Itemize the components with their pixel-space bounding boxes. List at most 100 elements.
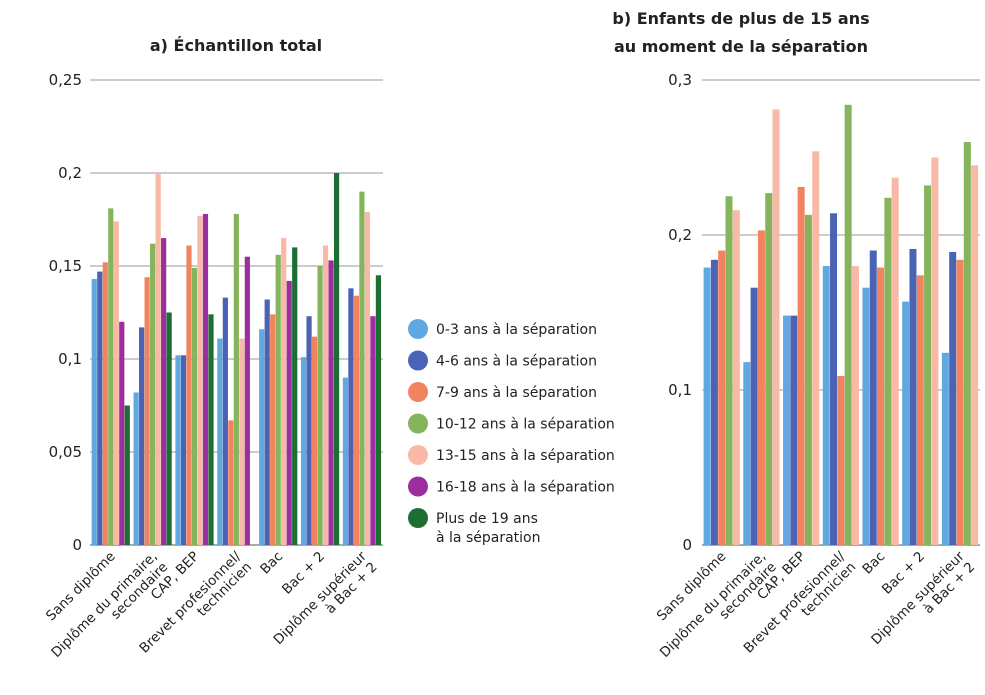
bar (264, 299, 270, 545)
bar (353, 295, 360, 545)
bar (180, 355, 187, 545)
bar (743, 362, 751, 545)
legend-swatch (408, 413, 428, 434)
bar (375, 275, 382, 545)
x-tick-label-line: Bac (257, 549, 286, 578)
bar (909, 248, 917, 545)
bar (97, 271, 103, 545)
bar (322, 245, 329, 546)
legend-label: Plus de 19 ans à la séparation (436, 511, 540, 546)
legend-label-line: 10-12 ans à la séparation (436, 417, 615, 433)
bar (949, 252, 957, 546)
chart-panel-b: b) Enfants de plus de 15 ans au moment de… (612, 9, 980, 661)
bar (202, 213, 209, 546)
bar (155, 173, 161, 545)
bar (239, 338, 245, 545)
bar (790, 315, 798, 545)
bar (804, 214, 812, 545)
bar (725, 196, 733, 545)
legend-label-line: Plus de 19 ans (436, 511, 538, 527)
legend-swatch (408, 476, 428, 497)
bar (333, 173, 340, 545)
bar (113, 221, 119, 546)
bar (963, 142, 971, 545)
bar (233, 213, 239, 546)
bar (124, 405, 130, 545)
bar (217, 338, 223, 545)
y-tick-label: 0,1 (668, 381, 692, 399)
x-tick-label: Diplôme supérieurà Bac + 2 (270, 548, 380, 658)
chart-title-line: a) Échantillon total (150, 36, 322, 55)
y-tick-label: 0 (682, 536, 692, 554)
bar (941, 352, 949, 545)
legend-label: 4-6 ans à la séparation (436, 354, 597, 370)
bar (119, 321, 125, 545)
legend-item: 13-15 ans à la séparation (408, 445, 615, 465)
legend-swatch (408, 350, 428, 371)
legend-label-line: 16-18 ans à la séparation (436, 480, 615, 496)
bar (869, 250, 877, 545)
bar (228, 420, 234, 545)
bar (197, 215, 203, 545)
legend-item: 4-6 ans à la séparation (408, 350, 597, 371)
bar (328, 260, 334, 545)
bar (191, 267, 198, 545)
x-tick-label: Bac (257, 549, 286, 578)
bar (916, 275, 924, 545)
bar (750, 287, 758, 545)
legend-item: 10-12 ans à la séparation (408, 413, 615, 434)
legend-item: Plus de 19 ans à la séparation (408, 508, 540, 546)
y-tick-label: 0 (72, 536, 82, 554)
bar (342, 377, 349, 545)
legend: 0-3 ans à la séparation 4-6 ans à la sépa… (408, 319, 615, 546)
bar (931, 157, 939, 545)
bar (862, 287, 870, 545)
bar (884, 197, 892, 546)
bar (348, 288, 354, 545)
y-tick-label: 0,05 (49, 443, 82, 461)
legend-item: 16-18 ans à la séparation (408, 476, 615, 497)
bar (891, 177, 899, 545)
bar (244, 256, 250, 545)
bar (844, 104, 852, 546)
legend-label: 0-3 ans à la séparation (436, 322, 597, 338)
legend-label-line: 13-15 ans à la séparation (436, 448, 615, 464)
x-tick-label: Bac (859, 549, 888, 578)
bar (281, 238, 287, 545)
legend-item: 7-9 ans à la séparation (408, 382, 597, 402)
bar (837, 376, 845, 545)
bar (166, 312, 172, 545)
bar (150, 243, 156, 545)
legend-item: 0-3 ans à la séparation (408, 319, 597, 339)
bar (364, 212, 371, 545)
legend-label: 13-15 ans à la séparation (436, 448, 615, 464)
bar (822, 266, 830, 545)
legend-label-line: 4-6 ans à la séparation (436, 354, 597, 370)
bar (851, 266, 859, 545)
chart-panel-a: a) Échantillon total00,050,10,150,20,25S… (43, 36, 383, 661)
y-tick-label: 0,2 (58, 164, 82, 182)
y-tick-label: 0,2 (668, 226, 692, 244)
bar (311, 336, 318, 545)
legend-label: 7-9 ans à la séparation (436, 385, 597, 401)
bar (144, 277, 150, 545)
bar (757, 230, 765, 545)
bar (306, 316, 312, 545)
bar (161, 238, 167, 545)
bar (270, 314, 276, 545)
y-tick-label: 0,1 (58, 350, 82, 368)
x-tick-label-line: Bac (859, 549, 888, 578)
bar (259, 329, 265, 545)
legend-swatch (408, 382, 428, 402)
x-tick-label: Diplôme supérieurà Bac + 2 (868, 548, 978, 658)
y-tick-label: 0,25 (49, 71, 82, 89)
bar (292, 247, 298, 545)
legend-label-line: à la séparation (436, 530, 540, 546)
legend-label-line: 0-3 ans à la séparation (436, 322, 597, 338)
chart-title-line: au moment de la séparation (614, 37, 868, 56)
legend-swatch (408, 319, 428, 339)
bar (186, 245, 192, 546)
bar (830, 213, 838, 546)
bar (139, 327, 145, 545)
